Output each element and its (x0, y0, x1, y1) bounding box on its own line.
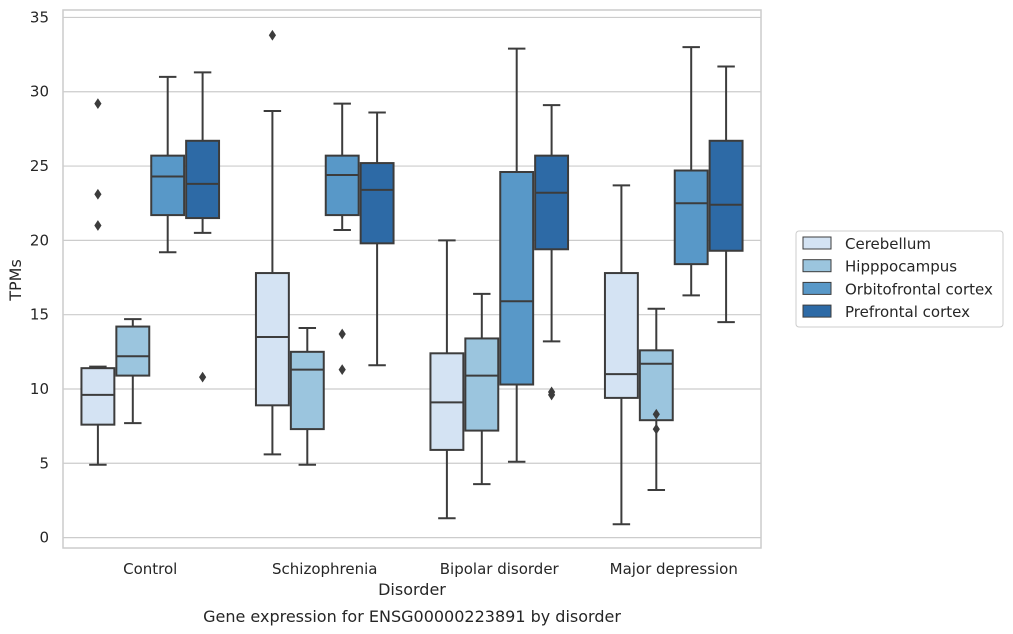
outlier-point (652, 408, 660, 420)
y-tick-label: 0 (39, 529, 49, 547)
legend: Cerebellum Hipppocampus Orbitofrontal cort… (795, 230, 1004, 328)
y-tick-label: 25 (30, 157, 49, 175)
legend-label: Hipppocampus (845, 258, 957, 276)
y-tick-label: 5 (39, 454, 49, 472)
box-iqr (464, 337, 500, 432)
box-iqr (324, 154, 360, 217)
box-iqr (185, 139, 221, 220)
box-hipppocampus (115, 318, 151, 425)
box-iqr (150, 154, 186, 217)
outlier-point (94, 220, 102, 231)
box-orbitofrontal-cortex (324, 102, 360, 376)
box-hipppocampus (289, 327, 325, 466)
y-tick-label: 15 (30, 306, 49, 324)
outlier-point (268, 29, 276, 41)
outlier-point (338, 364, 346, 376)
legend-swatch (802, 259, 832, 273)
figure-caption: Gene expression for ENSG00000223891 by d… (203, 607, 621, 626)
box-orbitofrontal-cortex (150, 75, 186, 254)
boxes (80, 29, 744, 526)
legend-swatch (802, 236, 832, 250)
box-prefrontal-cortex (534, 104, 570, 401)
box-hipppocampus (464, 292, 500, 486)
legend-label: Prefrontal cortex (845, 303, 970, 321)
legend-swatch (802, 281, 832, 295)
box-cerebellum (254, 29, 290, 456)
y-axis-label: TPMs (6, 259, 25, 302)
box-cerebellum (80, 98, 116, 466)
box-iqr (115, 325, 151, 377)
box-iqr (254, 272, 290, 407)
box-cerebellum (429, 239, 465, 520)
x-tick-label: Major depression (610, 560, 738, 578)
box-prefrontal-cortex (359, 111, 395, 367)
box-iqr (359, 162, 395, 245)
box-iqr (289, 350, 325, 431)
legend-label: Cerebellum (845, 235, 931, 253)
plot-frame (62, 9, 762, 549)
outlier-point (199, 371, 207, 383)
outlier-point (652, 423, 660, 435)
outlier-point (94, 188, 102, 200)
box-iqr (603, 272, 639, 399)
box-hipppocampus (638, 307, 674, 492)
y-tick-label: 10 (30, 380, 49, 398)
y-tick-label: 30 (30, 83, 49, 101)
x-tick-label: Schizophrenia (272, 560, 377, 578)
y-tick-label: 35 (30, 8, 49, 26)
x-axis-ticks: Control Schizophrenia Bipolar disorder Majo… (123, 560, 738, 578)
x-tick-label: Bipolar disorder (440, 560, 560, 578)
box-iqr (80, 367, 116, 426)
box-iqr (534, 154, 570, 251)
y-tick-label: 20 (30, 231, 49, 249)
box-iqr (673, 169, 709, 266)
box-iqr (708, 139, 744, 252)
box-iqr (499, 170, 535, 386)
box-cerebellum (603, 184, 639, 526)
legend-label: Orbitofrontal cortex (845, 280, 993, 298)
box-orbitofrontal-cortex (499, 47, 535, 463)
outlier-point (338, 328, 346, 340)
x-axis-label: Disorder (378, 580, 446, 599)
y-axis-ticks: 0 5 10 15 20 25 30 35 (30, 8, 49, 546)
box-prefrontal-cortex (185, 71, 221, 383)
box-orbitofrontal-cortex (673, 46, 709, 297)
outlier-point (548, 389, 556, 401)
legend-swatch (802, 304, 832, 318)
outlier-point (94, 98, 102, 110)
box-iqr (638, 349, 674, 422)
legend-frame (795, 230, 1004, 328)
x-tick-label: Control (123, 560, 177, 578)
box-prefrontal-cortex (708, 65, 744, 324)
